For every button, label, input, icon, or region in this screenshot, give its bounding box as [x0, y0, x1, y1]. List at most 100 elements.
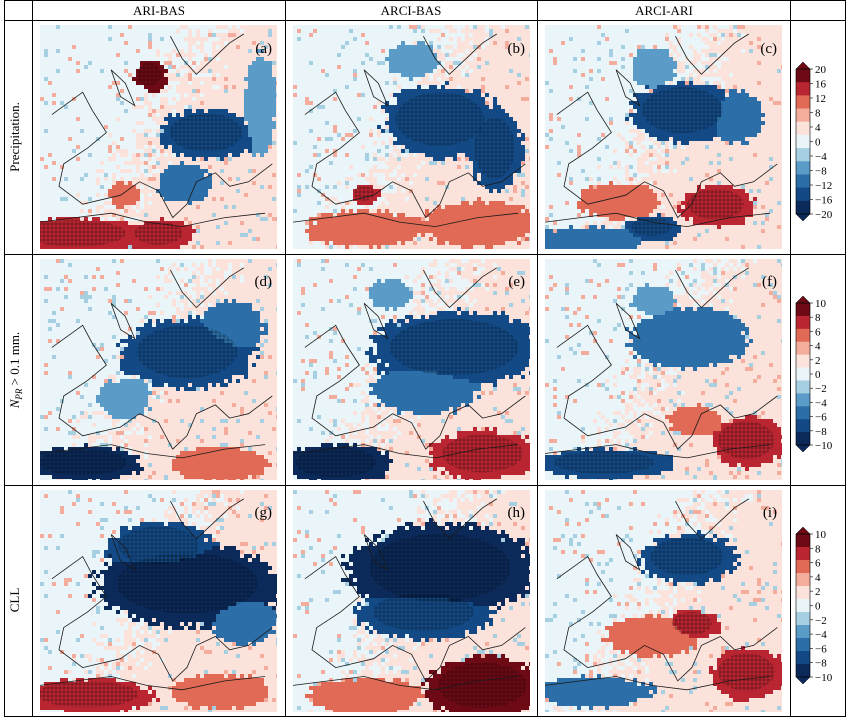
- colorbar-segment: [796, 599, 810, 613]
- colorbar-cll: 10 8 6 4 2 0 −2 −4 −6 −8 −10: [795, 526, 833, 685]
- panel-letter-c: (c): [760, 41, 777, 57]
- colorbar-segment: [796, 432, 810, 446]
- colorbar-segment: [796, 95, 810, 109]
- colorbar-segment: [796, 354, 810, 368]
- colorbar-tick-label: −6: [815, 643, 827, 655]
- colorbar-tick-label: 0: [815, 369, 821, 381]
- map-panel-b: [293, 25, 530, 249]
- colorbar-segment: [796, 573, 810, 587]
- colorbar-extend-min: [795, 676, 811, 685]
- colorbar-tick-label: 20: [815, 64, 827, 76]
- colorbar-tick-label: −10: [815, 440, 833, 452]
- map-panel-a: [40, 25, 277, 249]
- colorbar-segment: [796, 148, 810, 162]
- colorbar-tick-label: 8: [815, 543, 821, 555]
- colorbar-tick-label: 0: [815, 137, 821, 149]
- panel-letter-a: (a): [255, 41, 272, 57]
- map-panel-d: [40, 259, 277, 480]
- colorbar-tick-label: 6: [815, 326, 821, 338]
- colorbar-segment: [796, 82, 810, 96]
- colorbar-tick-label: 8: [815, 108, 821, 120]
- colorbar-segment: [796, 534, 810, 548]
- map-panel-g: [40, 490, 277, 712]
- colorbar-segment: [796, 174, 810, 189]
- colorbar-segment: [796, 134, 810, 149]
- colorbar-tick-label: 4: [815, 341, 821, 353]
- colorbar-segment: [796, 121, 810, 136]
- column-header-1: ARI-BAS: [133, 3, 185, 18]
- map-panel-c: [545, 25, 782, 249]
- colorbar-tick-label: 10: [815, 529, 827, 541]
- colorbar-extend-max: [795, 61, 811, 70]
- colorbar-tick-label: −16: [815, 195, 833, 207]
- map-panel-e: [293, 259, 530, 480]
- panel-letter-f: (f): [762, 274, 777, 290]
- colorbar-tick-label: 16: [815, 79, 827, 91]
- row-label-precipitation: Precipitation.: [7, 102, 22, 172]
- colorbar-tick-label: −2: [815, 615, 827, 627]
- colorbar-tick-label: −6: [815, 412, 827, 424]
- colorbar-tick-label: 0: [815, 601, 821, 613]
- colorbar-segment: [796, 560, 810, 574]
- colorbar-tick-label: −4: [815, 151, 827, 163]
- colorbar-tick-label: 2: [815, 355, 821, 367]
- colorbar-segment: [796, 200, 810, 215]
- colorbar-segment: [796, 108, 810, 123]
- colorbar-segment: [796, 367, 810, 381]
- colorbar-tick-label: 4: [815, 122, 821, 134]
- panel-letter-e: (e): [508, 274, 525, 290]
- colorbar-segment: [796, 393, 810, 407]
- colorbar-segment: [796, 625, 810, 639]
- colorbar-tick-label: −8: [815, 426, 827, 438]
- colorbar-segment: [796, 638, 810, 652]
- colorbar-segment: [796, 664, 810, 678]
- colorbar-tick-label: −10: [815, 672, 833, 684]
- colorbar-extend-min: [795, 444, 811, 453]
- panel-letter-h: (h): [508, 505, 526, 521]
- colorbar-segment: [796, 612, 810, 626]
- colorbar-segment: [796, 380, 810, 394]
- colorbar-segment: [796, 303, 810, 317]
- colorbar-segment: [796, 419, 810, 433]
- colorbar-tick-label: 10: [815, 298, 827, 310]
- colorbar-extend-max: [795, 295, 811, 304]
- colorbar-segment: [796, 187, 810, 202]
- colorbar-segment: [796, 341, 810, 355]
- colorbar-segment: [796, 315, 810, 330]
- column-header-2: ARCI-BAS: [381, 3, 442, 18]
- panel-letter-b: (b): [508, 41, 526, 57]
- panel-letter-i: (i): [763, 505, 777, 521]
- colorbar-segment: [796, 161, 810, 175]
- colorbar-segment: [796, 69, 810, 83]
- colorbar-segment: [796, 586, 810, 600]
- colorbar-tick-label: −2: [815, 383, 827, 395]
- row-label-cll: CLL: [7, 588, 22, 613]
- colorbar-tick-label: −8: [815, 658, 827, 670]
- colorbar-tick-label: 6: [815, 558, 821, 570]
- panel-letter-g: (g): [255, 505, 273, 521]
- colorbar-tick-label: −4: [815, 629, 827, 641]
- colorbar-segment: [796, 328, 810, 343]
- colorbar-tick-label: −8: [815, 166, 827, 178]
- colorbar-tick-label: 4: [815, 572, 821, 584]
- column-header-3: ARCI-ARI: [635, 3, 693, 18]
- map-panel-f: [545, 259, 782, 480]
- colorbar-segment: [796, 406, 810, 420]
- table-grid: [4, 0, 846, 717]
- map-panel-h: [293, 490, 530, 712]
- colorbar-tick-label: 8: [815, 312, 821, 324]
- row-label-npr: NPR > 0.1 mm.: [7, 332, 24, 409]
- colorbar-npr: 10 8 6 4 2 0 −2 −4 −6 −8 −10: [795, 295, 833, 453]
- colorbar-segment: [796, 547, 810, 561]
- colorbar-extend-min: [795, 213, 811, 222]
- colorbar-precipitation: 20 16 12 8 4 0 −4 −8 −12 −16 −20: [795, 61, 833, 222]
- colorbar-tick-label: −12: [815, 180, 832, 192]
- colorbar-tick-label: 12: [815, 93, 826, 105]
- colorbar-tick-label: 2: [815, 586, 821, 598]
- colorbar-tick-label: −20: [815, 209, 833, 221]
- colorbar-segment: [796, 651, 810, 665]
- colorbar-extend-max: [795, 526, 811, 535]
- map-panel-i: [545, 490, 782, 712]
